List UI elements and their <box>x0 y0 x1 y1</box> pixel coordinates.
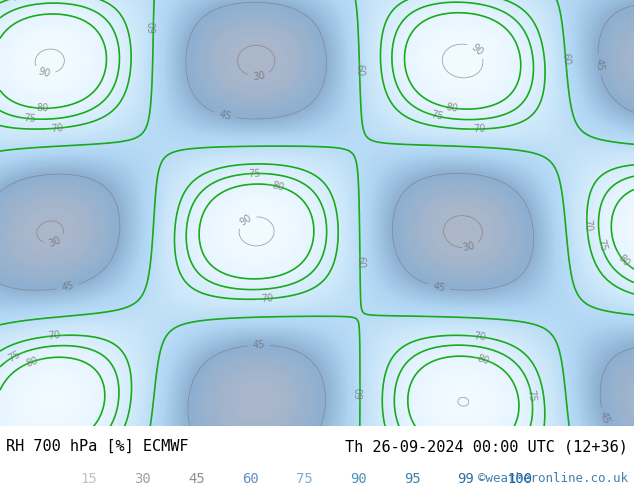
Text: 45: 45 <box>217 109 232 122</box>
Text: 90: 90 <box>37 66 52 79</box>
Text: 80: 80 <box>616 253 631 269</box>
Text: 90: 90 <box>469 42 485 57</box>
Text: 30: 30 <box>462 241 476 253</box>
Text: 75: 75 <box>526 389 538 403</box>
Text: 75: 75 <box>595 238 608 253</box>
Text: 60: 60 <box>560 52 571 66</box>
Text: 70: 70 <box>47 330 60 342</box>
Text: 90: 90 <box>238 213 254 227</box>
Text: 30: 30 <box>252 71 265 82</box>
Text: 80: 80 <box>476 353 491 366</box>
Text: 70: 70 <box>582 219 592 231</box>
Text: Th 26-09-2024 00:00 UTC (12+36): Th 26-09-2024 00:00 UTC (12+36) <box>345 439 628 454</box>
Text: 60: 60 <box>148 21 158 33</box>
Text: 60: 60 <box>354 64 365 77</box>
Text: RH 700 hPa [%] ECMWF: RH 700 hPa [%] ECMWF <box>6 439 189 454</box>
Text: 45: 45 <box>188 471 205 486</box>
Text: 100: 100 <box>507 471 533 486</box>
Text: 80: 80 <box>445 102 458 114</box>
Text: 75: 75 <box>248 169 261 179</box>
Text: 75: 75 <box>6 349 22 364</box>
Text: 75: 75 <box>430 110 444 122</box>
Text: 70: 70 <box>473 124 486 134</box>
Text: 30: 30 <box>48 235 63 248</box>
Text: 75: 75 <box>23 113 36 124</box>
Text: 45: 45 <box>61 281 75 293</box>
Text: 45: 45 <box>598 411 611 425</box>
Text: ©weatheronline.co.uk: ©weatheronline.co.uk <box>477 472 628 485</box>
Text: 80: 80 <box>24 355 39 368</box>
Text: 70: 70 <box>472 331 486 343</box>
Text: 45: 45 <box>252 340 265 350</box>
Text: 70: 70 <box>51 122 64 134</box>
Text: 90: 90 <box>350 471 366 486</box>
Text: 80: 80 <box>271 180 285 193</box>
Text: 70: 70 <box>261 294 274 304</box>
Text: 95: 95 <box>404 471 420 486</box>
Text: 60: 60 <box>355 256 365 269</box>
Text: 30: 30 <box>134 471 151 486</box>
Text: 70: 70 <box>11 0 25 3</box>
Text: 60: 60 <box>242 471 259 486</box>
Text: 99: 99 <box>458 471 474 486</box>
Text: 60: 60 <box>355 386 365 398</box>
Text: 15: 15 <box>81 471 97 486</box>
Text: 45: 45 <box>432 281 446 294</box>
Text: 45: 45 <box>593 58 605 72</box>
Text: 75: 75 <box>296 471 313 486</box>
Text: 80: 80 <box>36 103 49 113</box>
